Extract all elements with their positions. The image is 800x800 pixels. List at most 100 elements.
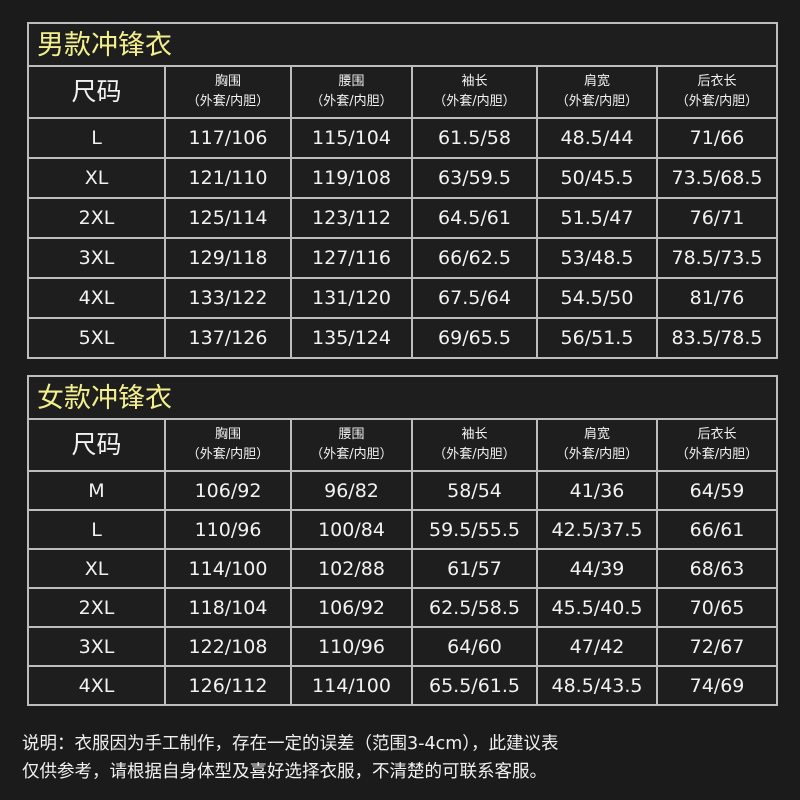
value-cell: 123/112 [290,197,413,239]
value-cell: 135/124 [290,317,413,357]
measure-sub: （外套/内胆） [675,447,759,462]
measure-name: 腰围 [338,74,365,89]
measure-sub: （外套/内胆） [310,94,393,109]
measure-name: 胸围 [214,74,241,89]
measure-sub: （外套/内胆） [186,94,270,109]
table-row: 2XL 118/104 106/92 62.5/58.5 45.5/40.5 70/65 [29,587,776,628]
value-cell: 62.5/58.5 [411,587,538,628]
value-cell: 117/106 [164,117,292,159]
mens-size-table: 男款冲锋衣 尺码 胸围 （外套/内胆） 腰围 （外套/内胆） 袖长 （外套/内胆） 肩宽 （外套… [27,22,778,359]
value-cell: 126/112 [164,665,292,704]
measure-header: 袖长 （外套/内胆） [411,420,538,472]
value-cell: 58/54 [411,470,538,511]
measure-name: 袖长 [461,427,488,442]
measure-header: 肩宽 （外套/内胆） [536,420,658,472]
table-row: 2XL 125/114 123/112 64.5/61 51.5/47 76/71 [29,197,776,239]
value-cell: 76/71 [656,197,776,239]
value-cell: 78.5/73.5 [656,237,776,279]
header-row: 尺码 胸围 （外套/内胆） 腰围 （外套/内胆） 袖长 （外套/内胆） 肩宽 （外套/内胆） 后衣… [29,420,776,472]
value-cell: 64.5/61 [411,197,538,239]
value-cell: 48.5/43.5 [536,665,658,704]
value-cell: 50/45.5 [536,157,658,199]
value-cell: 70/65 [656,587,776,628]
value-cell: 119/108 [290,157,413,199]
mens-table-title: 男款冲锋衣 [29,24,776,67]
value-cell: 129/118 [164,237,292,279]
header-row: 尺码 胸围 （外套/内胆） 腰围 （外套/内胆） 袖长 （外套/内胆） 肩宽 （外套/内胆） 后衣… [29,67,776,119]
size-cell: L [29,117,166,159]
value-cell: 74/69 [656,665,776,704]
value-cell: 61.5/58 [411,117,538,159]
value-cell: 106/92 [290,587,413,628]
size-cell: 2XL [29,587,166,628]
size-cell: 2XL [29,197,166,239]
measure-sub: （外套/内胆） [555,94,639,109]
value-cell: 114/100 [290,665,413,704]
value-cell: 131/120 [290,277,413,319]
measure-name: 后衣长 [697,74,737,89]
measure-header: 后衣长 （外套/内胆） [656,420,776,472]
table-row: XL 114/100 102/88 61/57 44/39 68/63 [29,548,776,589]
table-row: 3XL 129/118 127/116 66/62.5 53/48.5 78.5/73.5 [29,237,776,279]
value-cell: 64/59 [656,470,776,511]
value-cell: 53/48.5 [536,237,658,279]
size-cell: L [29,509,166,550]
value-cell: 66/61 [656,509,776,550]
measure-header: 胸围 （外套/内胆） [164,67,292,119]
value-cell: 45.5/40.5 [536,587,658,628]
measure-sub: （外套/内胆） [186,447,270,462]
size-cell: 4XL [29,665,166,704]
table-row: XL 121/110 119/108 63/59.5 50/45.5 73.5/68.5 [29,157,776,199]
value-cell: 72/67 [656,626,776,667]
value-cell: 110/96 [164,509,292,550]
value-cell: 61/57 [411,548,538,589]
size-cell: M [29,470,166,511]
measure-name: 腰围 [338,427,365,442]
value-cell: 56/51.5 [536,317,658,357]
size-note: 说明：衣服因为手工制作，存在一定的误差（范围3-4cm），此建议表 仅供参考，请… [22,730,782,786]
value-cell: 122/108 [164,626,292,667]
womens-table-title: 女款冲锋衣 [29,377,776,420]
value-cell: 47/42 [536,626,658,667]
measure-header: 后衣长 （外套/内胆） [656,67,776,119]
measure-header: 袖长 （外套/内胆） [411,67,538,119]
size-cell: 3XL [29,626,166,667]
size-cell: 3XL [29,237,166,279]
value-cell: 67.5/64 [411,277,538,319]
table-row: M 106/92 96/82 58/54 41/36 64/59 [29,470,776,511]
value-cell: 115/104 [290,117,413,159]
measure-name: 袖长 [461,74,488,89]
value-cell: 68/63 [656,548,776,589]
value-cell: 96/82 [290,470,413,511]
value-cell: 114/100 [164,548,292,589]
value-cell: 125/114 [164,197,292,239]
table-row: 3XL 122/108 110/96 64/60 47/42 72/67 [29,626,776,667]
value-cell: 83.5/78.5 [656,317,776,357]
value-cell: 48.5/44 [536,117,658,159]
value-cell: 71/66 [656,117,776,159]
measure-sub: （外套/内胆） [675,94,759,109]
table-row: 4XL 126/112 114/100 65.5/61.5 48.5/43.5 74/69 [29,665,776,704]
size-cell: XL [29,157,166,199]
value-cell: 63/59.5 [411,157,538,199]
womens-size-table: 女款冲锋衣 尺码 胸围 （外套/内胆） 腰围 （外套/内胆） 袖长 （外套/内胆） 肩宽 （外套… [27,375,778,706]
value-cell: 106/92 [164,470,292,511]
value-cell: 73.5/68.5 [656,157,776,199]
table-row: L 117/106 115/104 61.5/58 48.5/44 71/66 [29,117,776,159]
measure-sub: （外套/内胆） [433,447,516,462]
note-line-1: 说明：衣服因为手工制作，存在一定的误差（范围3-4cm），此建议表 [22,734,559,754]
value-cell: 102/88 [290,548,413,589]
table-row: 5XL 137/126 135/124 69/65.5 56/51.5 83.5/78.5 [29,317,776,357]
table-row: L 110/96 100/84 59.5/55.5 42.5/37.5 66/61 [29,509,776,550]
value-cell: 121/110 [164,157,292,199]
measure-header: 胸围 （外套/内胆） [164,420,292,472]
measure-header: 腰围 （外套/内胆） [290,67,413,119]
size-cell: 5XL [29,317,166,357]
value-cell: 51.5/47 [536,197,658,239]
size-header: 尺码 [29,67,166,119]
value-cell: 54.5/50 [536,277,658,319]
note-line-2: 仅供参考，请根据自身体型及喜好选择衣服，不清楚的可联系客服。 [22,762,547,782]
measure-sub: （外套/内胆） [555,447,639,462]
table-row: 4XL 133/122 131/120 67.5/64 54.5/50 81/76 [29,277,776,319]
value-cell: 81/76 [656,277,776,319]
